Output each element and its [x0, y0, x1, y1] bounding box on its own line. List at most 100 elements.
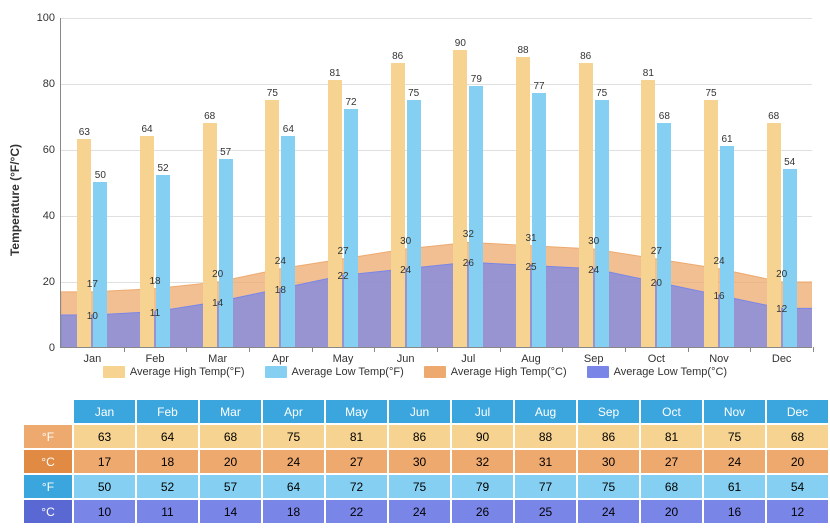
table-header-cell: Aug — [515, 400, 576, 423]
x-sep — [374, 347, 375, 352]
table-cell: 75 — [263, 425, 324, 448]
table-row-header: °C — [24, 500, 72, 523]
table-cell: 26 — [452, 500, 513, 523]
table-cell: 50 — [74, 475, 135, 498]
bar-low-f — [344, 109, 358, 347]
table-cell: 20 — [767, 450, 828, 473]
table-cell: 24 — [263, 450, 324, 473]
table-cell: 18 — [263, 500, 324, 523]
x-sep — [500, 347, 501, 352]
table-cell: 86 — [578, 425, 639, 448]
y-tick: 60 — [25, 144, 55, 156]
bar-label: 64 — [132, 124, 162, 135]
table-row-header: °F — [24, 475, 72, 498]
plot-area: 02040608010063501710Jan64521811Feb685720… — [60, 18, 812, 348]
table-header-cell: Jul — [452, 400, 513, 423]
x-sep — [249, 347, 250, 352]
table-header-cell: Jan — [74, 400, 135, 423]
area-label-high: 30 — [394, 236, 418, 247]
y-tick: 20 — [25, 276, 55, 288]
table-header-cell: Sep — [578, 400, 639, 423]
table-cell: 10 — [74, 500, 135, 523]
bar-label: 75 — [696, 88, 726, 99]
bar-high-f — [516, 57, 530, 347]
table-cell: 90 — [452, 425, 513, 448]
bar-low-f — [156, 175, 170, 347]
table-header-cell: Apr — [263, 400, 324, 423]
table-cell: 68 — [767, 425, 828, 448]
table-row: °C101114182224262524201612 — [24, 500, 828, 523]
legend-item: Average Low Temp(°C) — [587, 366, 727, 378]
area-label-high: 24 — [707, 256, 731, 267]
bar-low-f — [657, 123, 671, 347]
bar-high-f — [328, 80, 342, 347]
table-cell: 32 — [452, 450, 513, 473]
table-cell: 81 — [326, 425, 387, 448]
table-cell: 64 — [137, 425, 198, 448]
table-cell: 22 — [326, 500, 387, 523]
x-tick: Nov — [688, 353, 750, 365]
table-cell: 75 — [704, 425, 765, 448]
x-tick: Jul — [437, 353, 499, 365]
area-label-low: 16 — [707, 291, 731, 302]
x-tick: Mar — [187, 353, 249, 365]
table-cell: 11 — [137, 500, 198, 523]
bar-low-f — [93, 182, 107, 347]
bar-low-f — [219, 159, 233, 347]
table-cell: 63 — [74, 425, 135, 448]
table-cell: 57 — [200, 475, 261, 498]
table-cell: 77 — [515, 475, 576, 498]
table-cell: 24 — [704, 450, 765, 473]
table-cell: 79 — [452, 475, 513, 498]
area-label-high: 27 — [331, 246, 355, 257]
bar-label: 86 — [571, 51, 601, 62]
table-cell: 16 — [704, 500, 765, 523]
legend-swatch — [587, 366, 609, 378]
table-header-cell: Mar — [200, 400, 261, 423]
area-svg — [61, 18, 812, 347]
table-cell: 88 — [515, 425, 576, 448]
area-label-high: 18 — [143, 276, 167, 287]
table-header-cell: Nov — [704, 400, 765, 423]
area-label-low: 25 — [519, 262, 543, 273]
bar-high-f — [579, 63, 593, 347]
table-cell: 20 — [641, 500, 702, 523]
table-row-header: °F — [24, 425, 72, 448]
x-tick: Dec — [751, 353, 813, 365]
y-tick: 40 — [25, 210, 55, 222]
legend-item: Average Low Temp(°F) — [265, 366, 404, 378]
x-sep — [625, 347, 626, 352]
y-tick: 80 — [25, 78, 55, 90]
x-sep — [312, 347, 313, 352]
bar-low-f — [595, 100, 609, 348]
table-cell: 20 — [200, 450, 261, 473]
x-tick: Jan — [61, 353, 123, 365]
bar-label: 81 — [320, 68, 350, 79]
area-label-low: 22 — [331, 271, 355, 282]
table-row-header: °C — [24, 450, 72, 473]
table-cell: 27 — [326, 450, 387, 473]
area-label-low: 10 — [80, 311, 104, 322]
table-cell: 27 — [641, 450, 702, 473]
y-tick: 100 — [25, 12, 55, 24]
table-cell: 24 — [389, 500, 450, 523]
area-label-high: 31 — [519, 233, 543, 244]
x-tick: Jun — [375, 353, 437, 365]
bar-label: 57 — [211, 147, 241, 158]
table-cell: 25 — [515, 500, 576, 523]
area-label-high: 27 — [644, 246, 668, 257]
bar-label: 68 — [759, 111, 789, 122]
bar-high-f — [265, 100, 279, 348]
table-cell: 64 — [263, 475, 324, 498]
area-label-low: 14 — [206, 298, 230, 309]
table-cell: 81 — [641, 425, 702, 448]
table-cell: 17 — [74, 450, 135, 473]
legend-item: Average High Temp(°F) — [103, 366, 245, 378]
bar-low-f — [469, 86, 483, 347]
area-label-low: 12 — [770, 304, 794, 315]
area-label-high: 24 — [268, 256, 292, 267]
area-label-high: 20 — [770, 269, 794, 280]
x-sep — [688, 347, 689, 352]
area-label-low: 18 — [268, 285, 292, 296]
x-sep — [750, 347, 751, 352]
